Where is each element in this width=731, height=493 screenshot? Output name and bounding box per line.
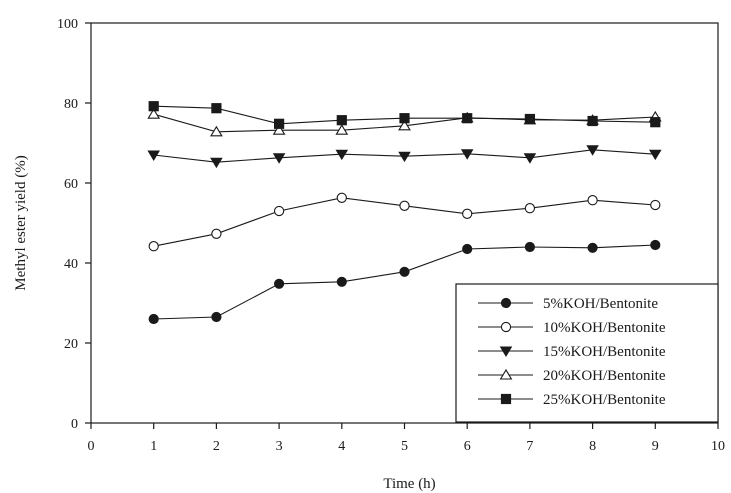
y-tick-label: 20 (64, 337, 78, 352)
data-point (273, 205, 285, 217)
y-tick-label: 100 (57, 17, 78, 32)
legend-item: 10%KOH/Bentonite (478, 320, 666, 336)
data-point (336, 192, 347, 203)
series-3 (147, 145, 662, 169)
series-2 (148, 192, 661, 252)
data-point (398, 151, 411, 163)
legend-item: 20%KOH/Bentonite (478, 368, 666, 384)
data-point (399, 113, 410, 124)
legend-marker (500, 297, 512, 309)
data-point (399, 200, 410, 211)
data-point (650, 199, 661, 211)
data-point (210, 125, 223, 137)
y-tick-label: 40 (64, 257, 78, 272)
data-point (523, 153, 537, 164)
data-point (211, 103, 222, 114)
data-point (211, 311, 222, 323)
x-tick-label: 1 (150, 439, 157, 454)
data-point (336, 115, 347, 126)
data-point (147, 108, 161, 119)
y-tick-label: 0 (71, 417, 78, 432)
legend-marker (499, 346, 513, 357)
legend-marker (500, 321, 512, 333)
data-point (335, 149, 349, 161)
data-point (272, 153, 286, 164)
legend-label: 15%KOH/Bentonite (543, 344, 666, 360)
data-point (211, 228, 222, 239)
data-point (399, 266, 410, 277)
data-point (210, 157, 223, 169)
data-point (336, 276, 347, 287)
x-tick-label: 4 (338, 439, 345, 454)
y-axis-label: Methyl ester yield (%) (13, 155, 29, 290)
x-tick-label: 2 (213, 439, 220, 454)
data-point (586, 145, 599, 156)
legend-label: 10%KOH/Bentonite (543, 320, 666, 336)
x-axis-label: Time (h) (383, 476, 435, 492)
series-layer (147, 101, 662, 325)
data-point (650, 117, 661, 128)
legend-label: 5%KOH/Bentonite (543, 296, 658, 312)
data-point (524, 241, 536, 253)
legend-marker (500, 393, 512, 405)
data-point (462, 243, 473, 255)
legend-label: 25%KOH/Bentonite (543, 392, 666, 408)
data-point (587, 115, 598, 127)
data-point (587, 195, 598, 206)
data-point (524, 203, 536, 214)
x-tick-label: 0 (88, 439, 95, 454)
data-point (147, 150, 160, 161)
x-tick-label: 6 (464, 439, 471, 454)
legend-label: 20%KOH/Bentonite (543, 368, 666, 384)
x-tick-label: 5 (401, 439, 408, 454)
legend-item: 15%KOH/Bentonite (478, 344, 666, 360)
legend: 5%KOH/Bentonite 10%KOH/Bentonite 15%KOH/Be… (455, 283, 719, 423)
data-point (148, 101, 159, 112)
data-point (148, 313, 159, 325)
data-point (462, 113, 473, 124)
data-point (148, 241, 159, 252)
data-point (524, 113, 535, 125)
legend-item: 5%KOH/Bentonite (478, 296, 658, 312)
x-tick-label: 9 (652, 439, 659, 454)
x-tick-label: 8 (589, 439, 596, 454)
data-point (460, 149, 474, 160)
data-point (587, 242, 598, 253)
data-point (335, 124, 349, 135)
y-tick-label: 80 (64, 97, 78, 112)
data-point (398, 119, 411, 131)
data-point (649, 149, 662, 161)
series-1 (148, 239, 661, 325)
x-tick-label: 10 (711, 439, 725, 454)
data-point (462, 208, 473, 219)
legend-item: 25%KOH/Bentonite (478, 392, 666, 408)
series-5 (148, 101, 661, 129)
x-tick-label: 7 (526, 439, 533, 454)
data-point (650, 239, 661, 251)
x-tick-label: 3 (276, 439, 283, 454)
y-tick-label: 60 (64, 177, 78, 192)
data-point (274, 278, 285, 289)
data-point (274, 118, 285, 129)
legend-marker (499, 368, 513, 380)
data-point (272, 124, 286, 135)
